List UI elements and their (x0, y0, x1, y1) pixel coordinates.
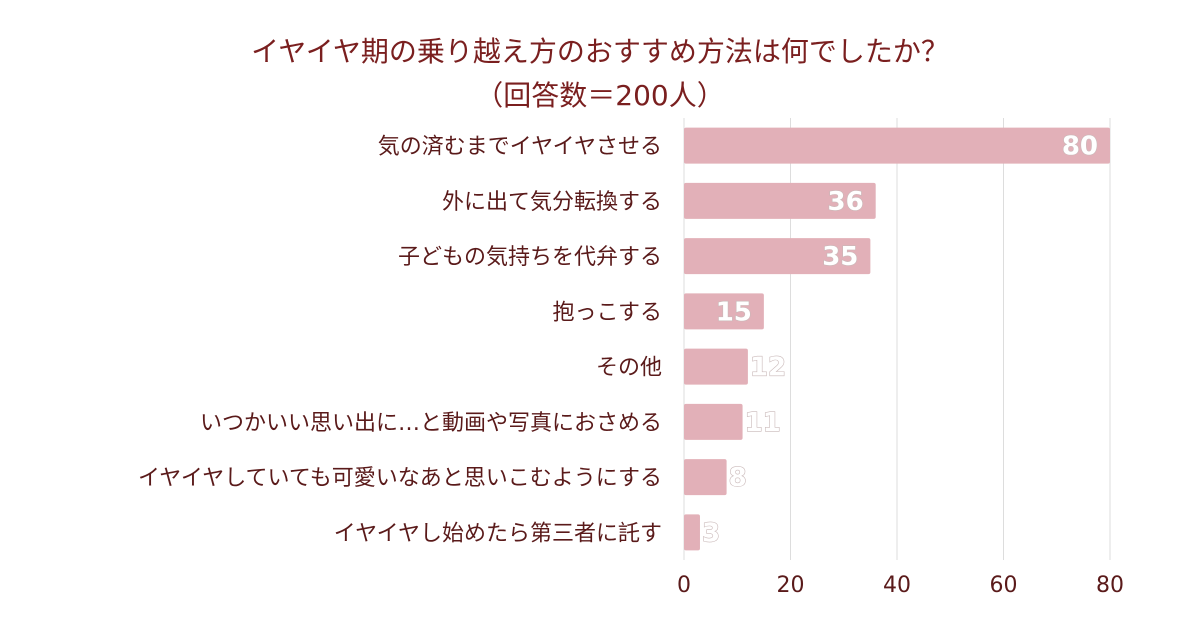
x-tick-label: 60 (990, 573, 1018, 598)
data-label: 36 (828, 187, 864, 217)
data-label: 11 (745, 408, 781, 438)
category-label: イヤイヤし始めたら第三者に託す (334, 521, 662, 546)
data-label: 80 (1062, 132, 1098, 162)
data-label: 3 (702, 518, 720, 548)
bar (684, 293, 764, 330)
bar (684, 182, 876, 219)
x-tick-label: 20 (777, 573, 805, 598)
data-label: 12 (750, 353, 786, 383)
bar (684, 514, 700, 551)
bar (684, 403, 743, 440)
category-label: イヤイヤしていても可愛いなあと思いこむようにする (138, 466, 662, 491)
bar (684, 459, 727, 496)
x-tick-label: 0 (677, 573, 691, 598)
category-label: 外に出て気分転換する (442, 190, 662, 215)
bar (684, 238, 871, 275)
bar (684, 348, 748, 385)
data-label: 35 (822, 242, 858, 272)
chart-subtitle: （回答数＝200人） (475, 79, 725, 112)
category-label: いつかいい思い出に…と動画や写真におさめる (200, 411, 662, 436)
bar (684, 127, 1110, 164)
category-label: その他 (596, 356, 662, 381)
x-tick-label: 80 (1096, 573, 1124, 598)
data-label: 15 (716, 297, 752, 327)
data-label: 8 (729, 463, 747, 493)
category-label: 抱っこする (552, 300, 662, 325)
category-label: 気の済むまでイヤイヤさせる (378, 135, 662, 160)
category-label: 子どもの気持ちを代弁する (398, 245, 662, 270)
chart-title: イヤイヤ期の乗り越え方のおすすめ方法は何でしたか？ (251, 35, 949, 68)
x-tick-label: 40 (883, 573, 911, 598)
